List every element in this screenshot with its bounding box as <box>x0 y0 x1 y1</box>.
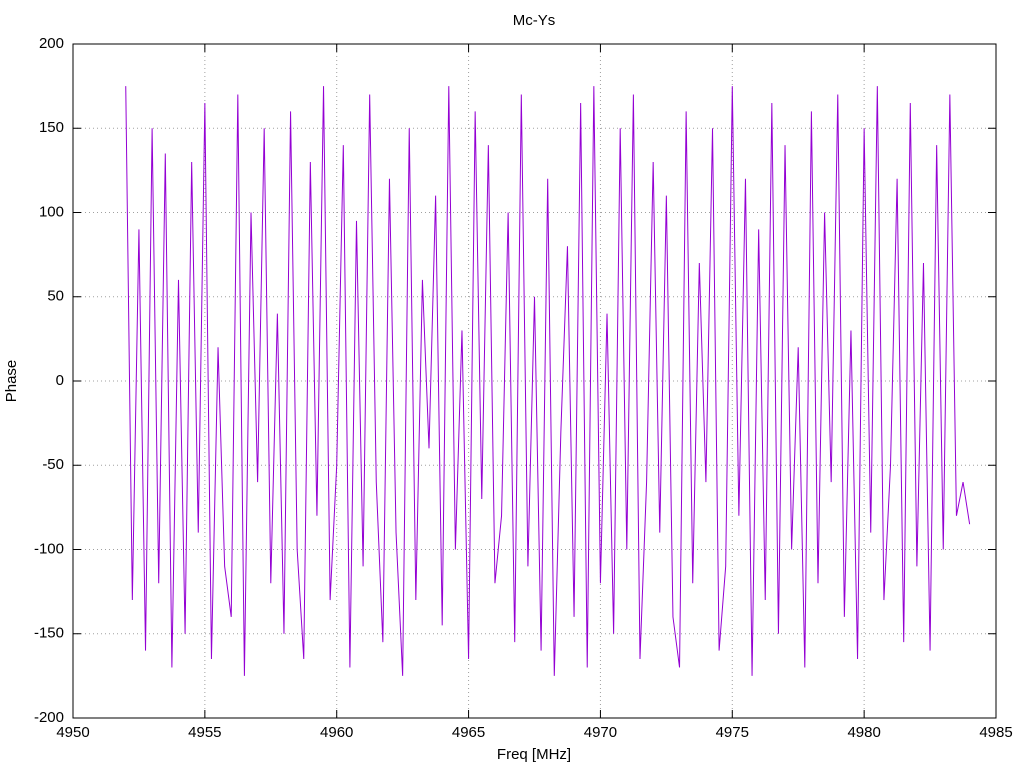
y-axis-label: Phase <box>3 360 20 403</box>
x-tick-label: 4975 <box>716 724 749 741</box>
x-tick-label: 4970 <box>584 724 617 741</box>
x-tick-label: 4985 <box>979 724 1012 741</box>
x-axis-label: Freq [MHz] <box>497 746 571 763</box>
y-tick-label: 100 <box>39 203 64 220</box>
y-tick-label: -150 <box>34 625 64 642</box>
x-tick-label: 4960 <box>320 724 353 741</box>
y-tick-label: -100 <box>34 540 64 557</box>
y-tick-label: -200 <box>34 709 64 726</box>
y-tick-label: -50 <box>42 456 64 473</box>
y-tick-label: 0 <box>56 372 64 389</box>
y-tick-label: 200 <box>39 35 64 52</box>
y-tick-label: 50 <box>47 288 64 305</box>
y-tick-label: 150 <box>39 119 64 136</box>
x-tick-label: 4965 <box>452 724 485 741</box>
chart-title: Mc-Ys <box>513 12 556 29</box>
x-tick-label: 4980 <box>847 724 880 741</box>
data-layer <box>125 86 971 676</box>
x-tick-label: 4950 <box>56 724 89 741</box>
data-line <box>125 86 971 676</box>
plot-border <box>72 43 997 719</box>
x-tick-label: 4955 <box>188 724 221 741</box>
